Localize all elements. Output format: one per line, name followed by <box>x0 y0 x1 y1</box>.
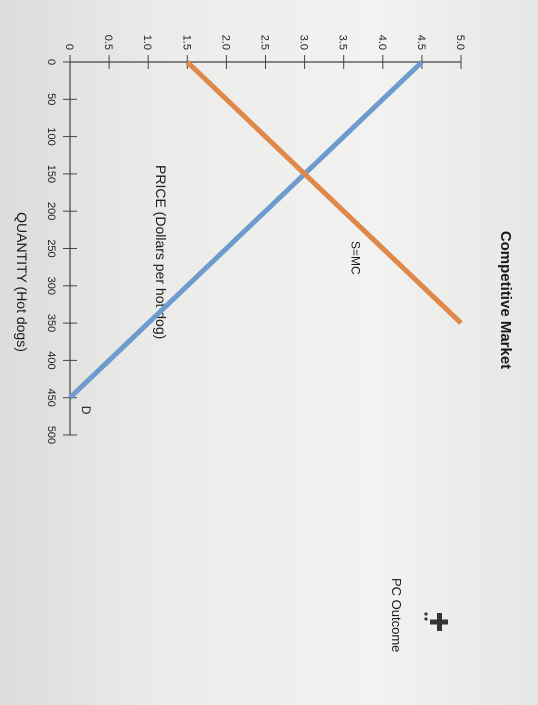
curves: D S=MC <box>68 60 463 415</box>
y-tick-label: 4.0 <box>376 35 388 50</box>
y-tick-label: 0.5 <box>102 35 114 50</box>
series-line-d <box>68 60 424 400</box>
series-label-d: D <box>79 406 93 415</box>
y-tick-label: 2.5 <box>259 35 271 50</box>
x-tick-label: 300 <box>45 277 57 295</box>
x-tick-label: 50 <box>45 93 57 105</box>
y-tick-label: 1.0 <box>141 35 153 50</box>
x-tick-label: 250 <box>45 239 57 257</box>
y-tick-label: 5.0 <box>454 35 466 50</box>
tick-labels: 0 0.5 1.0 1.5 2.0 2.5 3.0 3.5 4.0 4.5 5.0 0 50 100 150… <box>45 35 466 444</box>
x-axis-label: QUANTITY (Hot dogs) <box>14 212 30 352</box>
y-tick-label: 0 <box>63 44 75 50</box>
y-tick-label: 2.0 <box>219 35 231 50</box>
axes <box>63 55 462 436</box>
x-tick-label: 150 <box>45 165 57 183</box>
x-tick-label: 200 <box>45 202 57 220</box>
x-tick-label: 450 <box>45 389 57 407</box>
x-tick-label: 350 <box>45 314 57 332</box>
x-tick-label: 400 <box>45 351 57 369</box>
x-tick-label: 500 <box>45 426 57 444</box>
x-tick-label: 100 <box>45 127 57 145</box>
y-axis-label: PRICE (Dollars per hot dog) <box>153 165 169 339</box>
y-tick-label: 1.5 <box>180 35 192 50</box>
series-label-s-mc: S=MC <box>349 241 363 275</box>
x-tick-label: 0 <box>45 59 57 65</box>
legend[interactable]: PC Outcome <box>389 578 448 652</box>
plus-marker-icon[interactable] <box>424 612 448 631</box>
series-line-s-mc <box>185 60 463 325</box>
legend-label: PC Outcome <box>389 578 404 652</box>
y-tick-label: 3.5 <box>337 35 349 50</box>
chart-title: Competitive Market <box>497 231 514 369</box>
y-tick-label: 4.5 <box>415 35 427 50</box>
y-tick-label: 3.0 <box>298 35 310 50</box>
